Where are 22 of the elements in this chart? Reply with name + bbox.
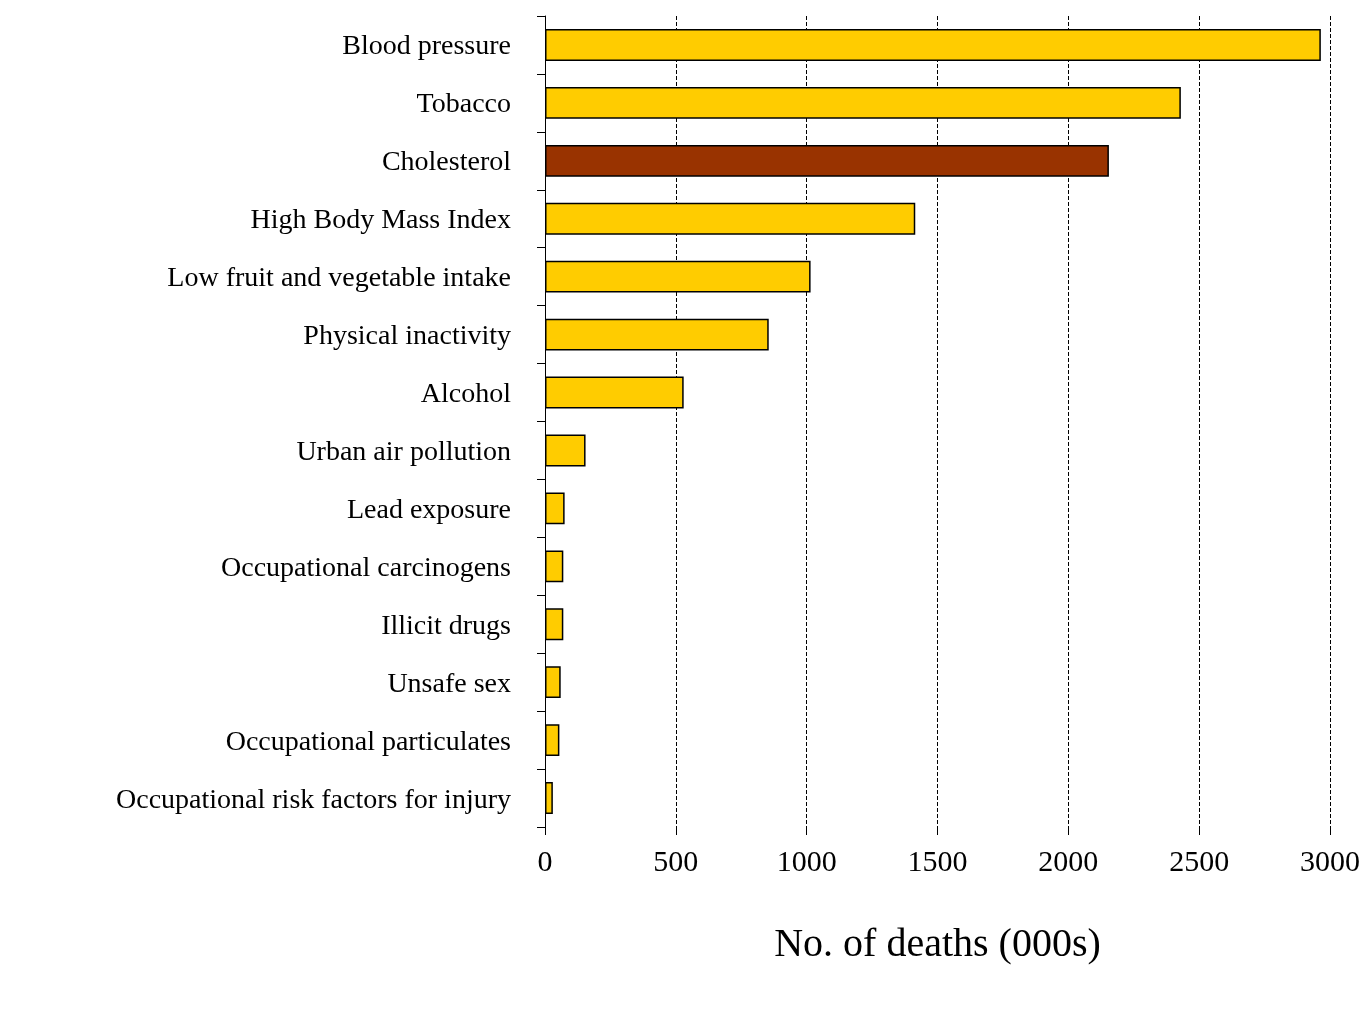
y-tick-label: Lead exposure — [346, 492, 511, 524]
y-tick-label: Alcohol — [420, 377, 512, 409]
x-tick-label: 3000 — [1300, 843, 1360, 877]
y-tick-label: Occupational carcinogens — [221, 550, 511, 582]
y-tick-label: Occupational risk factors for injury — [116, 782, 511, 814]
x-tick-label: 2500 — [1169, 843, 1230, 877]
x-tick-label: 1500 — [907, 843, 968, 877]
x-tick-label: 500 — [653, 843, 699, 877]
x-axis-title: No. of deaths (000s) — [774, 919, 1101, 965]
y-tick-label: Occupational particulates — [225, 724, 511, 756]
y-tick-label: Illicit drugs — [381, 608, 511, 640]
y-tick-label: Low fruit and vegetable intake — [167, 261, 511, 293]
x-tick-label: 2000 — [1038, 843, 1099, 877]
x-tick-label: 0 — [537, 843, 553, 877]
y-tick-label: Blood pressure — [342, 29, 511, 61]
y-tick-label: Urban air pollution — [296, 434, 511, 466]
x-tick-label: 1000 — [776, 843, 837, 877]
y-tick-label: Physical inactivity — [303, 319, 511, 351]
y-tick-label: Unsafe sex — [387, 666, 511, 698]
y-tick-label: Tobacco — [416, 87, 511, 119]
y-tick-label: High Body Mass Index — [250, 203, 511, 235]
y-tick-label: Cholesterol — [381, 145, 512, 177]
